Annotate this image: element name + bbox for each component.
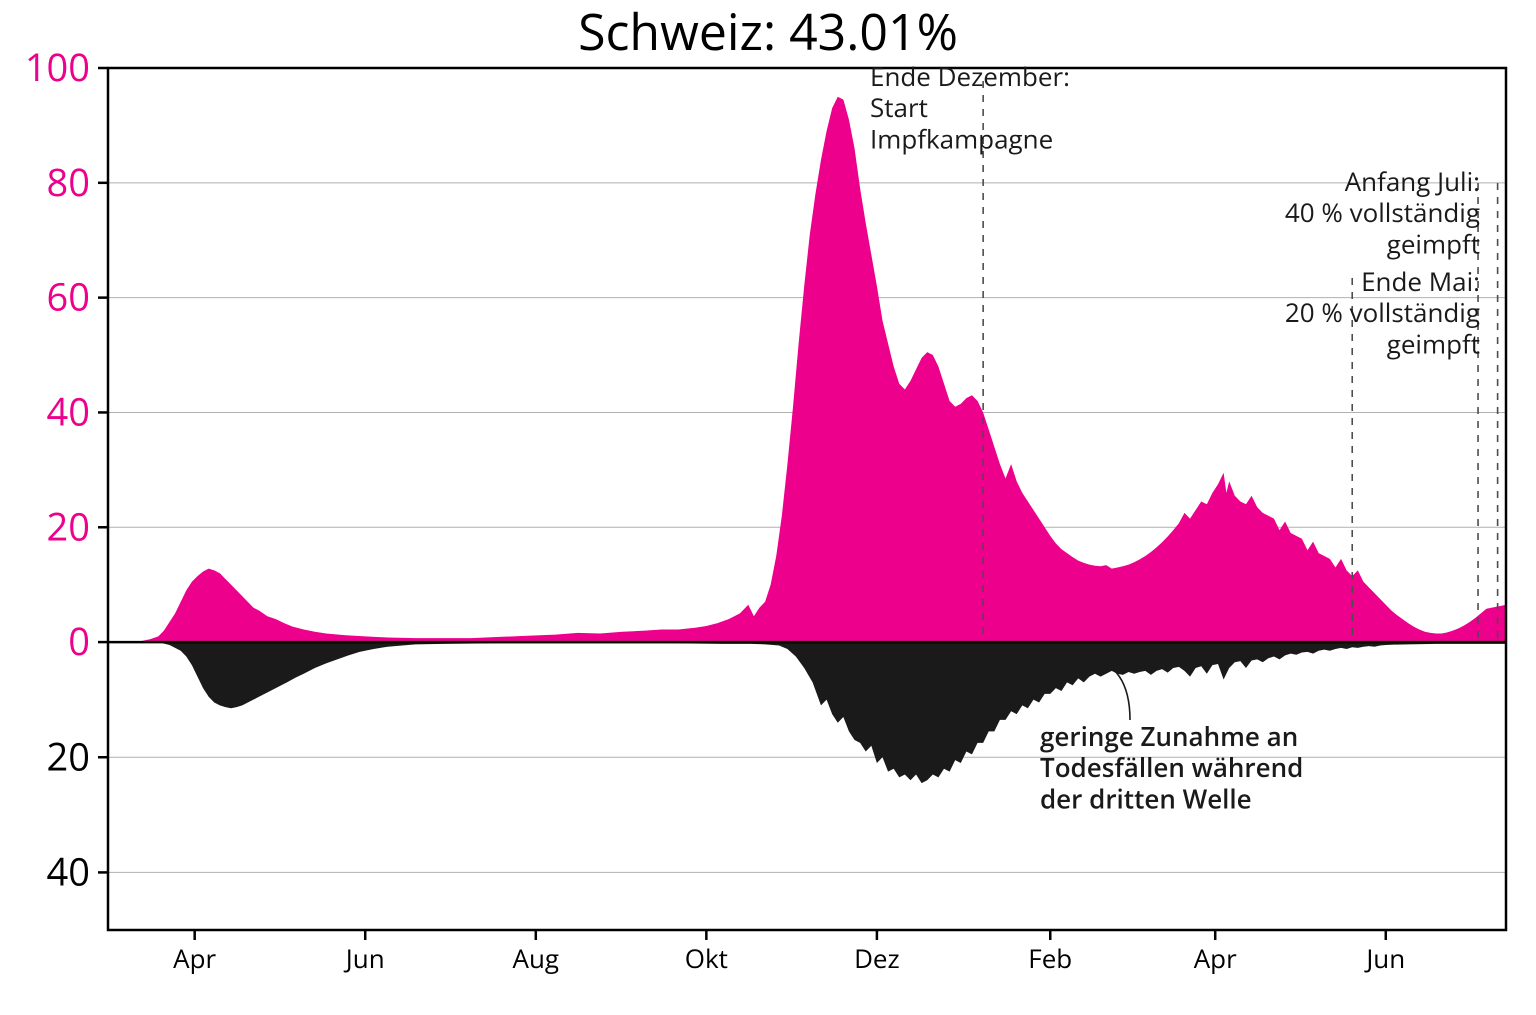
x-tick-label: Apr: [173, 940, 216, 976]
x-tick-label: Apr: [1194, 940, 1237, 976]
y-top-tick-label: 60: [47, 271, 90, 323]
chart-container: Schweiz: 43.01% Apr Jun Aug Okt Dez Feb Apr Jun 0…: [0, 0, 1536, 1015]
x-tick-label: Okt: [685, 940, 728, 976]
y-top-tick-label: 80: [47, 156, 90, 208]
x-tick-label: Jun: [343, 940, 385, 976]
chart-svg: Schweiz: 43.01% Apr Jun Aug Okt Dez Feb Apr Jun 0…: [0, 0, 1536, 1015]
x-tick-label: Jun: [1363, 940, 1405, 976]
chart-title: Schweiz: 43.01%: [578, 0, 958, 65]
y-bottom-tick-label: 20: [47, 730, 90, 782]
x-tick-label: Feb: [1028, 940, 1072, 976]
y-top-tick-label: 0: [68, 615, 90, 667]
y-top-tick-label: 40: [47, 385, 90, 437]
y-bottom-tick-label: 40: [47, 845, 90, 897]
x-tick-label: Dez: [854, 940, 900, 976]
y-top-tick-label: 100: [25, 41, 90, 93]
x-tick-label: Aug: [513, 940, 560, 976]
y-top-tick-label: 20: [47, 500, 90, 552]
